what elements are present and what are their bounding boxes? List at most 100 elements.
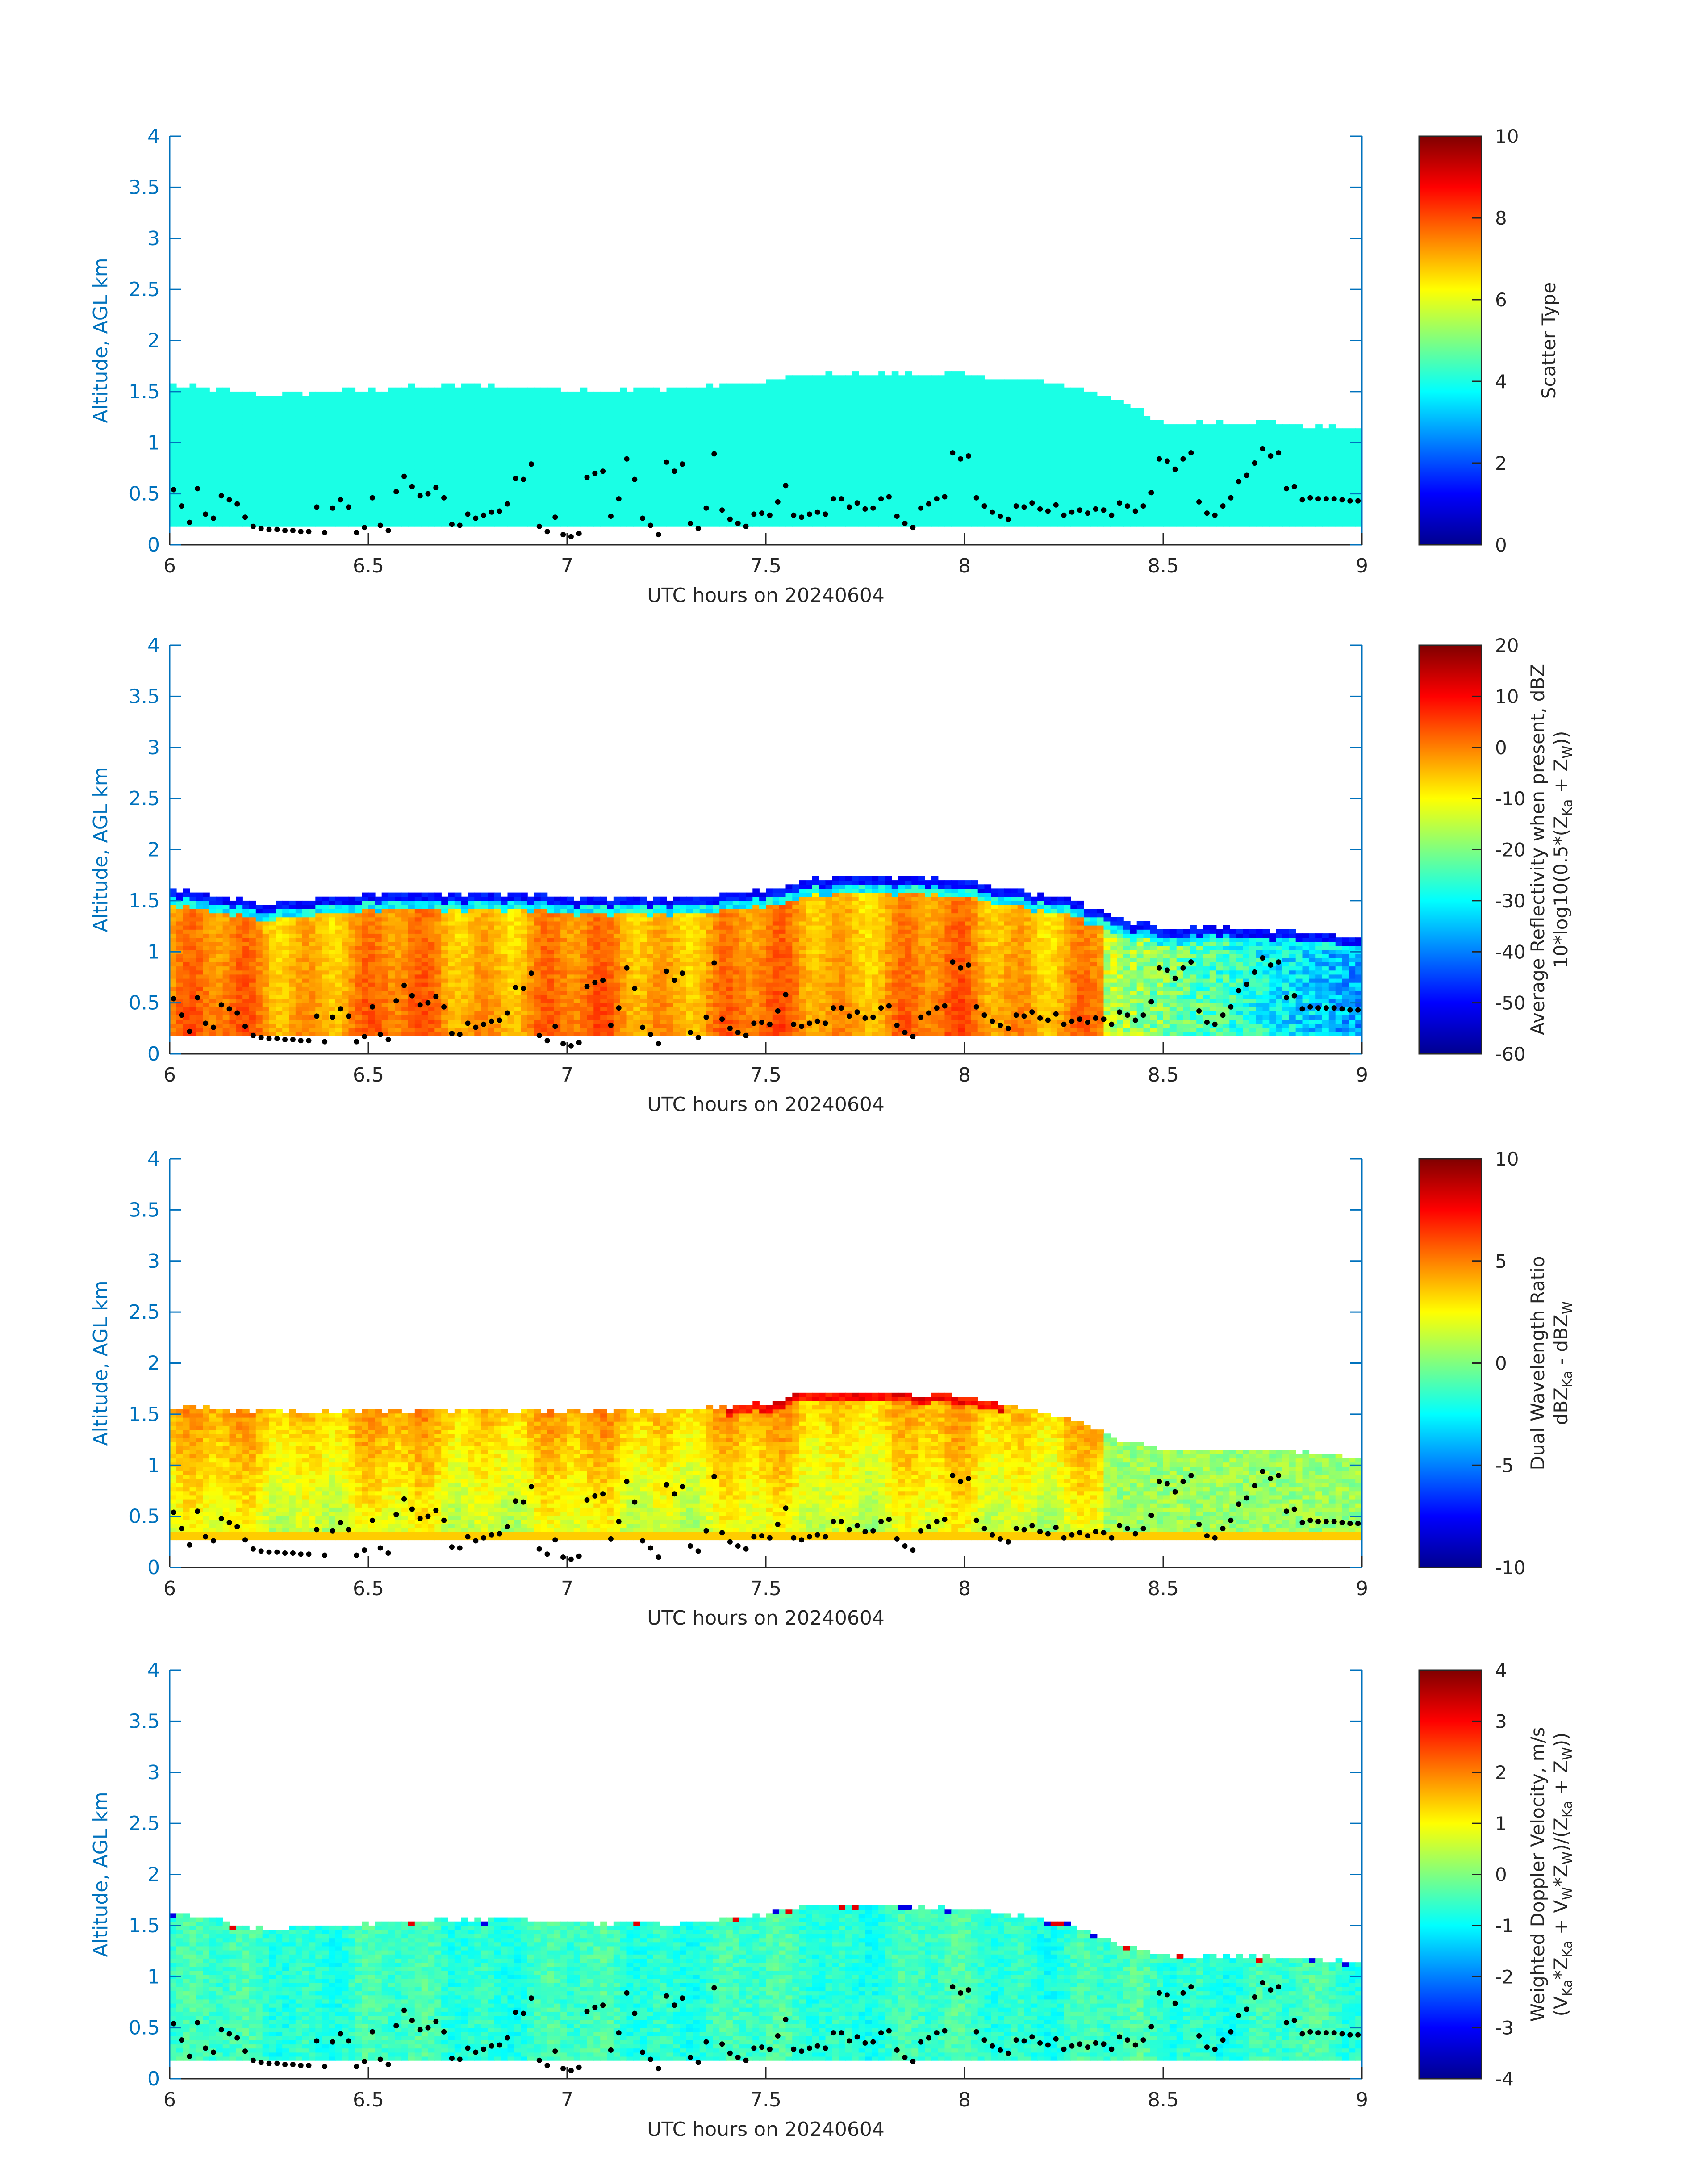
heatmap-cell (1077, 453, 1084, 457)
heatmap-cell (686, 408, 693, 413)
heatmap-cell (1011, 404, 1018, 408)
heatmap-cell (322, 428, 329, 433)
heatmap-cell (773, 481, 780, 486)
heatmap-cell (985, 396, 992, 400)
heatmap-cell (759, 453, 766, 457)
heatmap-cell (209, 461, 217, 465)
heatmap-cell (600, 424, 607, 429)
heatmap-cell (978, 396, 985, 400)
heatmap-cell (1064, 424, 1071, 429)
heatmap-cell (1018, 457, 1025, 461)
heatmap-cell (819, 384, 826, 388)
heatmap-cell (375, 518, 382, 523)
heatmap-cell (382, 445, 389, 449)
heatmap-cell (296, 392, 303, 396)
heatmap-cell (779, 408, 786, 413)
heatmap-cell (1044, 445, 1051, 449)
heatmap-cell (276, 473, 283, 478)
heatmap-cell (527, 400, 535, 404)
heatmap-cell (315, 424, 322, 429)
heatmap-cell (1011, 416, 1018, 421)
heatmap-cell (342, 518, 349, 523)
heatmap-cell (494, 416, 501, 421)
heatmap-cell (593, 518, 601, 523)
heatmap-cell (673, 490, 680, 494)
heatmap-cell (388, 481, 396, 486)
heatmap-cell (600, 441, 607, 445)
heatmap-cell (236, 449, 243, 453)
heatmap-cell (230, 445, 237, 449)
heatmap-cell (620, 408, 627, 413)
heatmap-cell (1018, 490, 1025, 494)
heatmap-cell (726, 498, 733, 502)
heatmap-cell (600, 485, 607, 490)
heatmap-cell (415, 412, 422, 417)
heatmap-cell (826, 408, 833, 413)
heatmap-cell (752, 420, 760, 425)
heatmap-cell (779, 469, 786, 474)
heatmap-cell (296, 437, 303, 441)
heatmap-cell (461, 432, 468, 437)
heatmap-cell (806, 408, 813, 413)
heatmap-cell (1051, 428, 1058, 433)
heatmap-cell (806, 392, 813, 396)
heatmap-cell (653, 514, 660, 518)
heatmap-cell (680, 510, 687, 514)
heatmap-cell (263, 412, 270, 417)
heatmap-cell (700, 437, 707, 441)
heatmap-cell (567, 449, 574, 453)
heatmap-cell (627, 481, 634, 486)
heatmap-cell (342, 490, 349, 494)
heatmap-cell (474, 400, 481, 404)
heatmap-cell (481, 498, 488, 502)
heatmap-cell (826, 404, 833, 408)
heatmap-cell (388, 428, 396, 433)
heatmap-cell (905, 404, 912, 408)
heatmap-cell (269, 400, 276, 404)
heatmap-cell (792, 400, 799, 404)
heatmap-cell (349, 445, 356, 449)
heatmap-cell (368, 490, 376, 494)
heatmap-cell (170, 453, 177, 457)
heatmap-cell (508, 518, 515, 523)
heatmap-cell (925, 477, 932, 482)
heatmap-cell (461, 469, 468, 474)
heatmap-cell (368, 473, 376, 478)
heatmap-cell (593, 408, 601, 413)
heatmap-cell (614, 522, 621, 527)
heatmap-cell (481, 428, 488, 433)
heatmap-cell (349, 404, 356, 408)
heatmap-cell (1018, 420, 1025, 425)
heatmap-cell (408, 432, 415, 437)
heatmap-cell (170, 514, 177, 518)
heatmap-cell (408, 494, 415, 498)
heatmap-cell (593, 485, 601, 490)
heatmap-cell (945, 392, 952, 396)
heatmap-cell (176, 518, 184, 523)
heatmap-cell (1024, 392, 1031, 396)
heatmap-cell (660, 396, 667, 400)
heatmap-cell (786, 437, 793, 441)
heatmap-cell (965, 388, 972, 392)
heatmap-cell (236, 428, 243, 433)
heatmap-cell (859, 408, 866, 413)
heatmap-cell (706, 518, 714, 523)
heatmap-cell (1024, 420, 1031, 425)
heatmap-cell (918, 375, 925, 380)
heatmap-cell (230, 428, 237, 433)
heatmap-cell (335, 449, 342, 453)
heatmap-cell (567, 412, 574, 417)
heatmap-cell (434, 441, 442, 445)
heatmap-cell (415, 485, 422, 490)
heatmap-cell (653, 416, 660, 421)
heatmap-cell (746, 465, 753, 470)
heatmap-cell (878, 449, 885, 453)
heatmap-cell (329, 437, 336, 441)
heatmap-cell (991, 453, 998, 457)
heatmap-cell (1051, 485, 1058, 490)
heatmap-cell (574, 453, 581, 457)
heatmap-cell (938, 441, 945, 445)
heatmap-cell (541, 498, 548, 502)
heatmap-cell (1084, 408, 1091, 413)
heatmap-cell (1051, 522, 1058, 527)
